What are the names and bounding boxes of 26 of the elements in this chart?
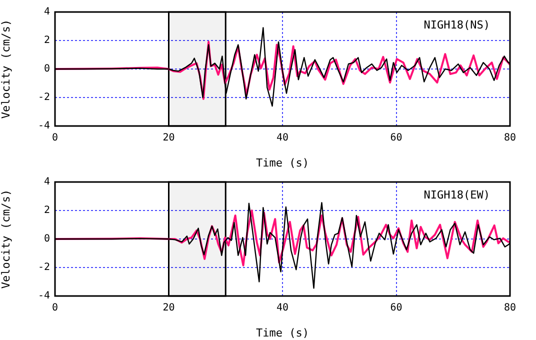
y-axis-title: Velocity (cm/s) (0, 189, 12, 289)
y-tick-label: 2 (44, 205, 50, 216)
x-tick-label: 20 (162, 302, 175, 314)
y-tick-label: 2 (44, 35, 50, 46)
x-tick-label: 40 (276, 132, 289, 144)
x-tick-label: 0 (52, 302, 58, 314)
x-tick-label: 60 (390, 132, 402, 144)
y-tick-label: -2 (38, 92, 50, 104)
y-tick-label: -4 (38, 290, 50, 302)
x-tick-label: 80 (504, 302, 516, 314)
x-tick-label: 40 (276, 302, 289, 314)
y-axis-title: Velocity (cm/s) (0, 19, 12, 119)
x-axis-title: Time (s) (256, 156, 309, 170)
annotation: NIGH18(NS) (424, 18, 490, 32)
y-tick-label: -2 (38, 262, 50, 274)
x-tick-label: 80 (504, 132, 516, 144)
y-tick-label: 0 (44, 64, 50, 75)
y-tick-label: 4 (44, 6, 50, 18)
x-tick-label: 0 (52, 132, 58, 144)
y-tick-label: 4 (44, 176, 50, 188)
x-tick-label: 60 (390, 302, 402, 314)
x-tick-label: 20 (162, 132, 175, 144)
y-tick-label: 0 (44, 234, 50, 245)
x-axis-title: Time (s) (256, 326, 309, 340)
y-tick-label: -4 (38, 120, 50, 132)
annotation: NIGH18(EW) (424, 188, 490, 202)
